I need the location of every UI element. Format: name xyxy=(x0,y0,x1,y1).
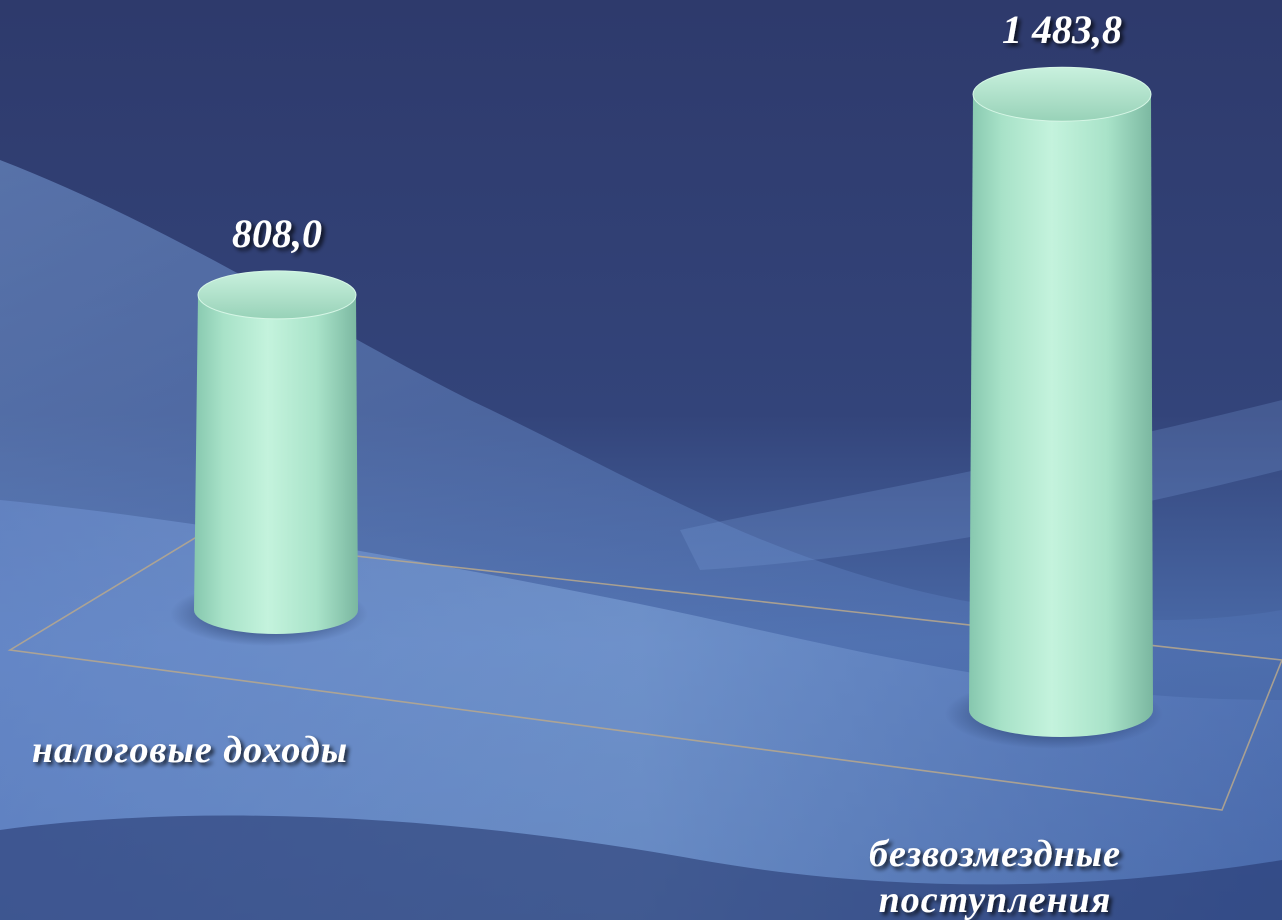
bar-cylinder xyxy=(170,270,368,646)
bar-top xyxy=(972,66,1152,122)
category-label: налоговые доходы xyxy=(32,729,348,771)
labels-group: 808,0 налоговые доходы 1 483,8 безвозмездны… xyxy=(32,7,1122,920)
bar-top xyxy=(197,270,357,320)
bar-body xyxy=(194,294,358,634)
data-label: 1 483,8 xyxy=(1002,7,1122,52)
bar-body xyxy=(969,94,1153,737)
chart-floor xyxy=(7,537,1282,811)
bar-cylinder xyxy=(945,66,1163,749)
data-label: 808,0 xyxy=(232,211,322,256)
category-label: безвозмездные поступления xyxy=(869,833,1121,920)
background-wave xyxy=(0,815,1282,920)
bars-group xyxy=(170,66,1163,749)
